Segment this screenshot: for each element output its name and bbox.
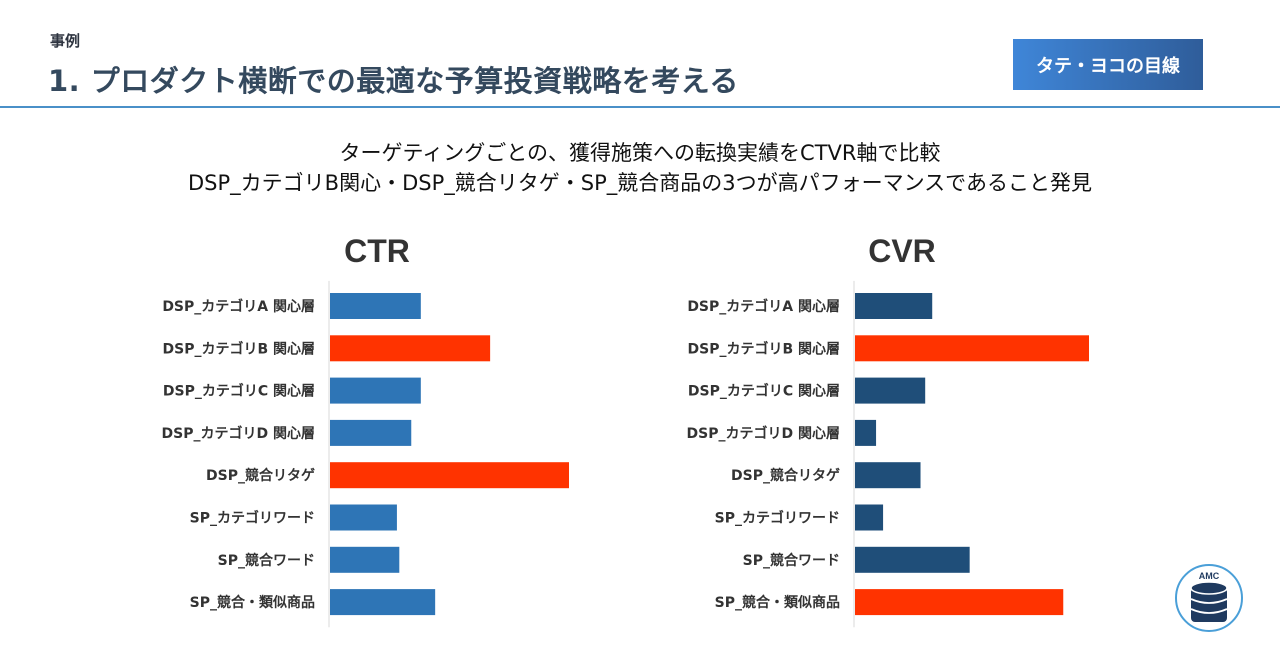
cvr-bar	[855, 462, 921, 489]
ctr-bar	[330, 462, 569, 489]
ctr-category-label: DSP_カテゴリC 関心層	[163, 383, 315, 400]
cvr-chart: CVR DSP_カテゴリA 関心層 DSP_カテゴリB 関心層 DSP_カテゴリC 関…	[687, 233, 1089, 628]
cvr-category-label: SP_競合・類似商品	[715, 594, 840, 611]
ctr-bar	[330, 504, 397, 531]
subtitle-line-2: DSP_カテゴリB関心・DSP_競合リタゲ・SP_競合商品の3つが高パフォーマン…	[188, 171, 1092, 195]
ctr-category-label: DSP_カテゴリB 関心層	[162, 340, 315, 357]
perspective-badge: タテ・ヨコの目線	[1013, 39, 1203, 90]
ctr-category-label: DSP_カテゴリA 関心層	[162, 298, 315, 315]
cvr-category-label: SP_競合ワード	[743, 552, 840, 569]
ctr-category-label: SP_競合・類似商品	[190, 594, 315, 611]
ctr-category-label: SP_競合ワード	[218, 552, 315, 569]
logo-text: AMC	[1199, 571, 1220, 581]
cvr-bar	[855, 419, 877, 446]
cvr-chart-title: CVR	[868, 233, 936, 269]
ctr-chart: CTR DSP_カテゴリA 関心層 DSP_カテゴリB 関心層 DSP_カテゴリC 関…	[162, 233, 569, 628]
ctr-bar	[330, 546, 400, 573]
page-title: 1. プロダクト横断での最適な予算投資戦略を考える	[48, 64, 739, 98]
subtitle: ターゲティングごとの、獲得施策への転換実績をCTVR軸で比較 DSP_カテゴリB…	[0, 138, 1280, 198]
ctr-bar	[330, 335, 491, 362]
ctr-category-label: DSP_カテゴリD 関心層	[162, 425, 315, 442]
cvr-category-label: DSP_カテゴリC 関心層	[688, 383, 840, 400]
cvr-category-label: SP_カテゴリワード	[715, 510, 840, 527]
cvr-bar	[855, 377, 926, 404]
ctr-category-label: DSP_競合リタゲ	[206, 467, 315, 484]
ctr-category-label: SP_カテゴリワード	[190, 510, 315, 527]
amc-logo: AMC	[1175, 564, 1243, 632]
ctr-bar	[330, 293, 421, 319]
cvr-bar	[855, 335, 1089, 362]
section-label: 事例	[50, 32, 81, 50]
cvr-bar	[855, 546, 970, 573]
cvr-bar	[855, 504, 884, 531]
cvr-category-label: DSP_カテゴリB 関心層	[687, 340, 840, 357]
cvr-bar	[855, 293, 933, 319]
ctr-bar	[330, 589, 436, 616]
cvr-category-label: DSP_カテゴリA 関心層	[687, 298, 840, 315]
header-divider	[0, 106, 1280, 108]
subtitle-line-1: ターゲティングごとの、獲得施策への転換実績をCTVR軸で比較	[339, 141, 941, 165]
cvr-bar	[855, 589, 1064, 616]
cvr-category-label: DSP_カテゴリD 関心層	[687, 425, 840, 442]
cvr-category-label: DSP_競合リタゲ	[731, 467, 840, 484]
ctr-chart-title: CTR	[344, 233, 410, 269]
database-icon	[1190, 581, 1228, 622]
ctr-bar	[330, 377, 421, 404]
ctr-bar	[330, 419, 412, 446]
